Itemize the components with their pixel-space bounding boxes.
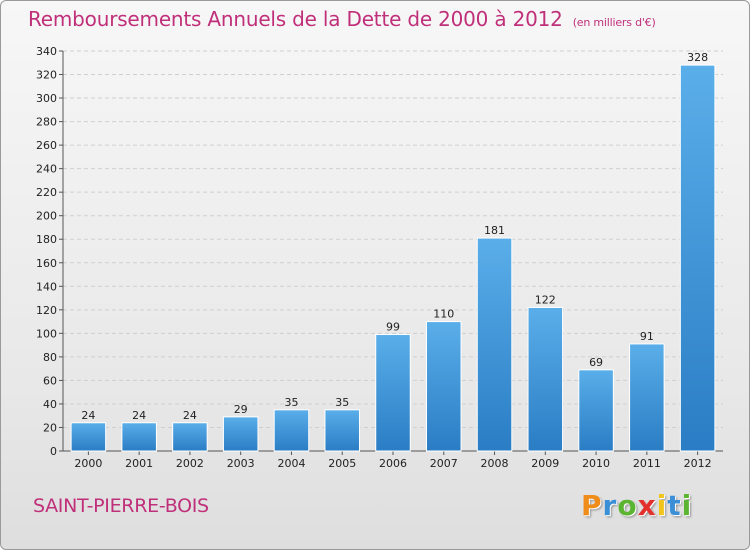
value-label-2010: 69 bbox=[589, 356, 603, 369]
y-tick-label: 300 bbox=[36, 92, 57, 105]
logo-letter: i bbox=[656, 489, 668, 522]
x-tick-label-2009: 2009 bbox=[531, 457, 559, 470]
y-tick-label: 120 bbox=[36, 304, 57, 317]
x-tick-label-2008: 2008 bbox=[481, 457, 509, 470]
bar-2008 bbox=[476, 237, 513, 452]
x-tick-label-2010: 2010 bbox=[582, 457, 610, 470]
bar-2004 bbox=[273, 409, 310, 452]
y-tick-label: 20 bbox=[43, 421, 57, 434]
y-tick-label: 240 bbox=[36, 163, 57, 176]
labels: 0 20 40 60 80 100 120 140 160 180 200 220 240 260 280 3… bbox=[36, 45, 712, 470]
x-tick-label-2011: 2011 bbox=[633, 457, 661, 470]
value-label-2012: 328 bbox=[687, 51, 708, 64]
value-label-2001: 24 bbox=[132, 409, 146, 422]
y-tick-label: 160 bbox=[36, 257, 57, 270]
y-tick-label: 340 bbox=[36, 45, 57, 58]
value-label-2007: 110 bbox=[433, 308, 454, 321]
y-tick-label: 40 bbox=[43, 398, 57, 411]
chart-title-text: Remboursements Annuels de la Dette de 20… bbox=[28, 7, 563, 31]
value-label-2003: 29 bbox=[234, 403, 248, 416]
x-tick-label-2003: 2003 bbox=[227, 457, 255, 470]
bar-2001 bbox=[121, 422, 157, 452]
x-tick-label-2004: 2004 bbox=[277, 457, 305, 470]
y-tick-label: 320 bbox=[36, 69, 57, 82]
bar-2003 bbox=[222, 416, 259, 452]
logo-letter: o bbox=[617, 489, 638, 522]
y-tick-label: 260 bbox=[36, 139, 57, 152]
y-tick-label: 280 bbox=[36, 116, 57, 129]
x-tick-label-2005: 2005 bbox=[328, 457, 356, 470]
bar-2011 bbox=[629, 343, 665, 452]
value-label-2000: 24 bbox=[81, 409, 95, 422]
bar-2007 bbox=[426, 321, 462, 452]
chart-title: Remboursements Annuels de la Dette de 20… bbox=[28, 7, 656, 31]
y-tick-label: 100 bbox=[36, 327, 57, 340]
bar-2010 bbox=[578, 369, 614, 452]
x-tick-label-2002: 2002 bbox=[176, 457, 204, 470]
bar-2002 bbox=[172, 422, 208, 452]
logo-letter: i bbox=[681, 489, 693, 522]
value-label-2011: 91 bbox=[640, 330, 654, 343]
y-tick-label: 140 bbox=[36, 280, 57, 293]
bar-2000 bbox=[70, 422, 107, 452]
city-name: SAINT-PIERRE-BOIS bbox=[33, 495, 209, 517]
chart-unit: (en milliers d'€) bbox=[572, 16, 656, 29]
x-tick-label-2000: 2000 bbox=[74, 457, 102, 470]
value-label-2004: 35 bbox=[284, 396, 298, 409]
y-tick-label: 80 bbox=[43, 351, 57, 364]
logo-letter: x bbox=[637, 489, 657, 522]
x-tick-label-2007: 2007 bbox=[430, 457, 458, 470]
y-tick-label: 60 bbox=[43, 374, 57, 387]
x-tick-label-2006: 2006 bbox=[379, 457, 407, 470]
logo-letter: t bbox=[667, 489, 682, 522]
bars bbox=[70, 64, 716, 452]
value-label-2002: 24 bbox=[183, 409, 197, 422]
y-tick-label: 220 bbox=[36, 186, 57, 199]
logo-letter: P bbox=[581, 489, 603, 522]
x-tick-label-2012: 2012 bbox=[684, 457, 712, 470]
bar-2005 bbox=[324, 409, 360, 452]
value-label-2006: 99 bbox=[386, 321, 400, 334]
value-label-2008: 181 bbox=[484, 224, 505, 237]
y-tick-label: 0 bbox=[50, 445, 57, 458]
y-tick-label: 200 bbox=[36, 210, 57, 223]
x-tick-label-2001: 2001 bbox=[125, 457, 153, 470]
logo-letter: r bbox=[602, 489, 618, 522]
y-tick-label: 180 bbox=[36, 233, 57, 246]
bar-2006 bbox=[375, 334, 411, 452]
bar-2012 bbox=[679, 64, 716, 452]
proxiti-logo: Proxiti bbox=[581, 489, 692, 522]
value-label-2005: 35 bbox=[335, 396, 349, 409]
bar-2009 bbox=[527, 306, 564, 452]
value-label-2009: 122 bbox=[535, 293, 556, 306]
